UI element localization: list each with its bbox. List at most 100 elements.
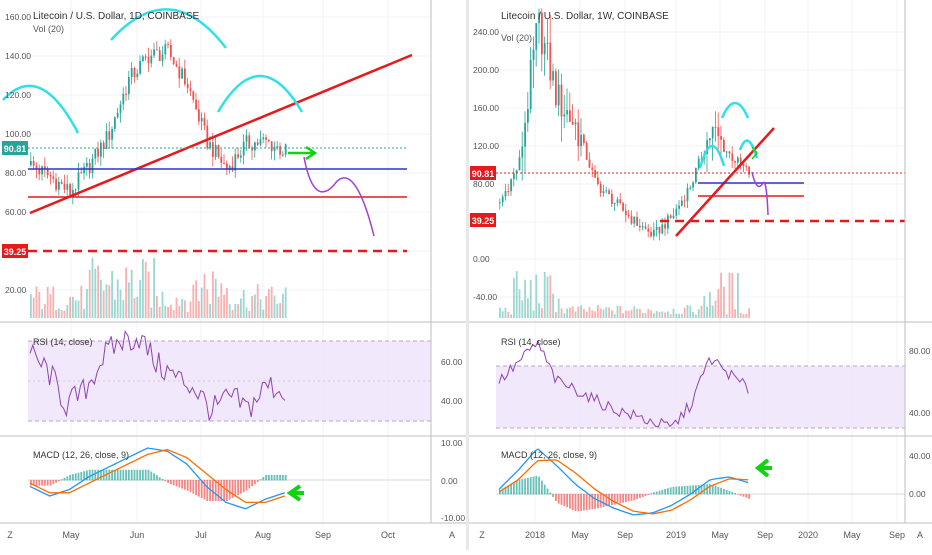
left-candle-body bbox=[158, 50, 161, 61]
right-volume-bars bbox=[499, 271, 750, 318]
right-candle-body bbox=[639, 225, 641, 228]
left-arc-right-shoulder bbox=[216, 74, 304, 113]
right-volume-bar bbox=[597, 305, 599, 318]
left-candle-body bbox=[220, 156, 223, 164]
left-time-label: A bbox=[449, 530, 455, 540]
left-candle-body bbox=[46, 169, 49, 176]
left-candle-body bbox=[273, 146, 276, 152]
right-macd bbox=[496, 448, 905, 516]
left-candle-body bbox=[181, 68, 183, 79]
left-candle-body bbox=[214, 144, 217, 157]
right-candle-body bbox=[686, 187, 689, 201]
right-candle-body bbox=[538, 12, 540, 24]
right-candle-body bbox=[552, 71, 554, 81]
right-macd-histogram-bar bbox=[717, 486, 720, 495]
right-price-tick-label: 80.00 bbox=[473, 179, 495, 189]
left-candle-body bbox=[240, 155, 242, 158]
left-projection-path bbox=[303, 156, 375, 237]
right-macd-histogram-bar bbox=[714, 485, 717, 495]
right-volume-bar bbox=[711, 305, 714, 318]
right-candle-body bbox=[611, 193, 613, 205]
right-volume-bar bbox=[686, 305, 689, 318]
right-macd-histogram-bar bbox=[689, 485, 692, 495]
left-macd-histogram-bar bbox=[276, 474, 279, 481]
left-volume-bar bbox=[100, 279, 102, 318]
left-macd-histogram-bar bbox=[150, 471, 153, 481]
right-candle-body bbox=[709, 138, 711, 141]
right-candle-body bbox=[650, 231, 652, 237]
left-candle-body bbox=[144, 56, 147, 58]
left-candle-body bbox=[97, 148, 99, 157]
left-macd-histogram-bar bbox=[181, 480, 183, 489]
left-volume-bar bbox=[111, 270, 113, 318]
left-volume-bar bbox=[30, 294, 32, 318]
left-macd-histogram-bar bbox=[161, 478, 164, 481]
left-candle-body bbox=[116, 112, 119, 118]
left-price-tick-label: 120.00 bbox=[5, 90, 31, 100]
right-volume-bar bbox=[731, 273, 734, 318]
right-volume-bar bbox=[555, 312, 557, 318]
left-axis-labels: 160.00 140.00 120.00 100.00 80.00 60.00 40.00 2… bbox=[5, 12, 465, 540]
right-volume-bar bbox=[655, 310, 658, 318]
right-macd-histogram-bar bbox=[675, 486, 678, 495]
left-candle-body bbox=[209, 142, 211, 149]
right-candle-body bbox=[622, 203, 624, 211]
right-candle-body bbox=[731, 153, 734, 161]
right-macd-histogram-bar bbox=[725, 489, 728, 495]
right-macd-histogram-bar bbox=[580, 494, 582, 511]
right-candle-body bbox=[588, 159, 591, 168]
left-macd-histogram-bar bbox=[35, 480, 38, 486]
right-volume-bar bbox=[697, 309, 700, 318]
left-candle-body bbox=[256, 142, 259, 145]
right-macd-histogram-bar bbox=[504, 486, 507, 495]
left-volume-bar bbox=[270, 286, 273, 318]
left-candle-body bbox=[248, 135, 251, 148]
right-volume-bar bbox=[619, 305, 622, 318]
left-candle-body bbox=[228, 166, 231, 171]
left-volume-bar bbox=[32, 297, 35, 318]
left-volume-bar bbox=[156, 295, 158, 318]
right-macd-histogram-bar bbox=[577, 494, 580, 512]
left-macd-histogram-bar bbox=[234, 480, 237, 497]
left-volume-bar bbox=[108, 285, 111, 318]
left-macd-histogram-bar bbox=[164, 480, 167, 482]
right-candle-body bbox=[658, 226, 661, 234]
right-volume-bar bbox=[717, 288, 720, 318]
right-volume-bar bbox=[602, 309, 605, 318]
right-price-tick-label: 160.00 bbox=[473, 103, 499, 113]
left-volume-bar bbox=[144, 261, 147, 318]
left-volume-bar bbox=[63, 310, 66, 318]
right-candle-body bbox=[546, 42, 549, 44]
right-candle-body bbox=[501, 196, 504, 203]
left-volume-bar bbox=[66, 304, 69, 318]
left-volume-bar bbox=[259, 299, 262, 318]
right-candle-body bbox=[653, 229, 655, 237]
right-macd-histogram-bar bbox=[664, 489, 666, 495]
left-macd-histogram-bar bbox=[256, 480, 259, 482]
left-macd-histogram-bar bbox=[80, 471, 83, 481]
left-volume-bar bbox=[175, 297, 178, 318]
left-volume-bar bbox=[150, 307, 153, 318]
right-candle-body bbox=[563, 114, 566, 117]
left-volume-bar bbox=[231, 309, 234, 318]
left-volume-bar bbox=[102, 290, 105, 318]
left-volume-bar bbox=[262, 309, 265, 318]
left-macd-histogram-bar bbox=[52, 480, 55, 485]
right-price-tick-label: 200.00 bbox=[473, 65, 499, 75]
left-volume-bar bbox=[228, 304, 231, 318]
right-volume-bar bbox=[585, 311, 588, 318]
left-macd-histogram-bar bbox=[192, 480, 195, 494]
right-volume-bar bbox=[599, 308, 602, 318]
left-support-badge-bg bbox=[2, 244, 28, 258]
left-price-tick-label: 140.00 bbox=[5, 51, 31, 61]
right-macd-histogram-bar bbox=[518, 479, 521, 495]
left-support-badge: 39.25 bbox=[4, 247, 27, 257]
right-macd-histogram-bar bbox=[527, 477, 529, 495]
right-volume-bar bbox=[633, 306, 636, 318]
right-volume-bar bbox=[625, 310, 627, 318]
right-time-label: A bbox=[917, 530, 923, 540]
right-volume-bar bbox=[639, 308, 641, 318]
right-macd-histogram-bar bbox=[597, 494, 599, 509]
right-volume-bar bbox=[681, 313, 683, 318]
left-volume-bar bbox=[91, 257, 94, 318]
